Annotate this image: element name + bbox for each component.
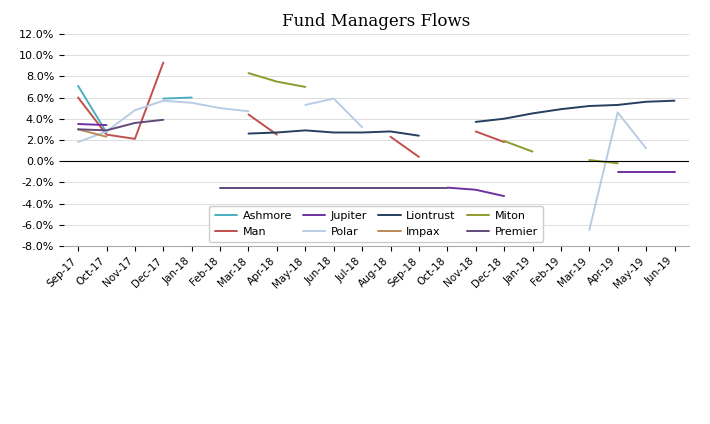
Legend: Ashmore, Man, Jupiter, Polar, Liontrust, Impax, Miton, Premier: Ashmore, Man, Jupiter, Polar, Liontrust,… [209, 206, 543, 243]
Line: Polar: Polar [78, 101, 248, 142]
Man [102, 132, 111, 137]
Impax [102, 134, 111, 139]
Polar [131, 108, 139, 113]
Line: Jupiter: Jupiter [78, 124, 106, 125]
Miton [273, 79, 281, 84]
Liontrust [415, 133, 423, 138]
Polar [244, 109, 253, 114]
Liontrust [273, 130, 281, 135]
Liontrust [358, 130, 366, 135]
Premier [74, 127, 82, 132]
Line: Impax: Impax [78, 129, 106, 137]
Premier [131, 120, 139, 126]
Polar [216, 106, 224, 111]
Premier [159, 117, 168, 122]
Line: Miton: Miton [248, 73, 305, 87]
Miton [244, 70, 253, 75]
Jupiter [74, 121, 82, 126]
Liontrust [244, 131, 253, 136]
Miton [301, 84, 310, 89]
Man [131, 137, 139, 142]
Man [159, 60, 168, 65]
Line: Ashmore: Ashmore [78, 86, 106, 132]
Liontrust [301, 128, 310, 133]
Line: Premier: Premier [78, 120, 163, 131]
Ashmore [102, 130, 111, 135]
Liontrust [386, 129, 395, 134]
Polar [102, 129, 111, 134]
Polar [187, 100, 196, 106]
Line: Man: Man [78, 62, 163, 139]
Title: Fund Managers Flows: Fund Managers Flows [282, 13, 471, 30]
Man [74, 95, 82, 100]
Polar [159, 98, 168, 103]
Line: Liontrust: Liontrust [248, 131, 419, 136]
Jupiter [102, 123, 111, 128]
Polar [74, 139, 82, 145]
Liontrust [329, 130, 338, 135]
Premier [102, 128, 111, 133]
Impax [74, 127, 82, 132]
Ashmore [74, 83, 82, 89]
